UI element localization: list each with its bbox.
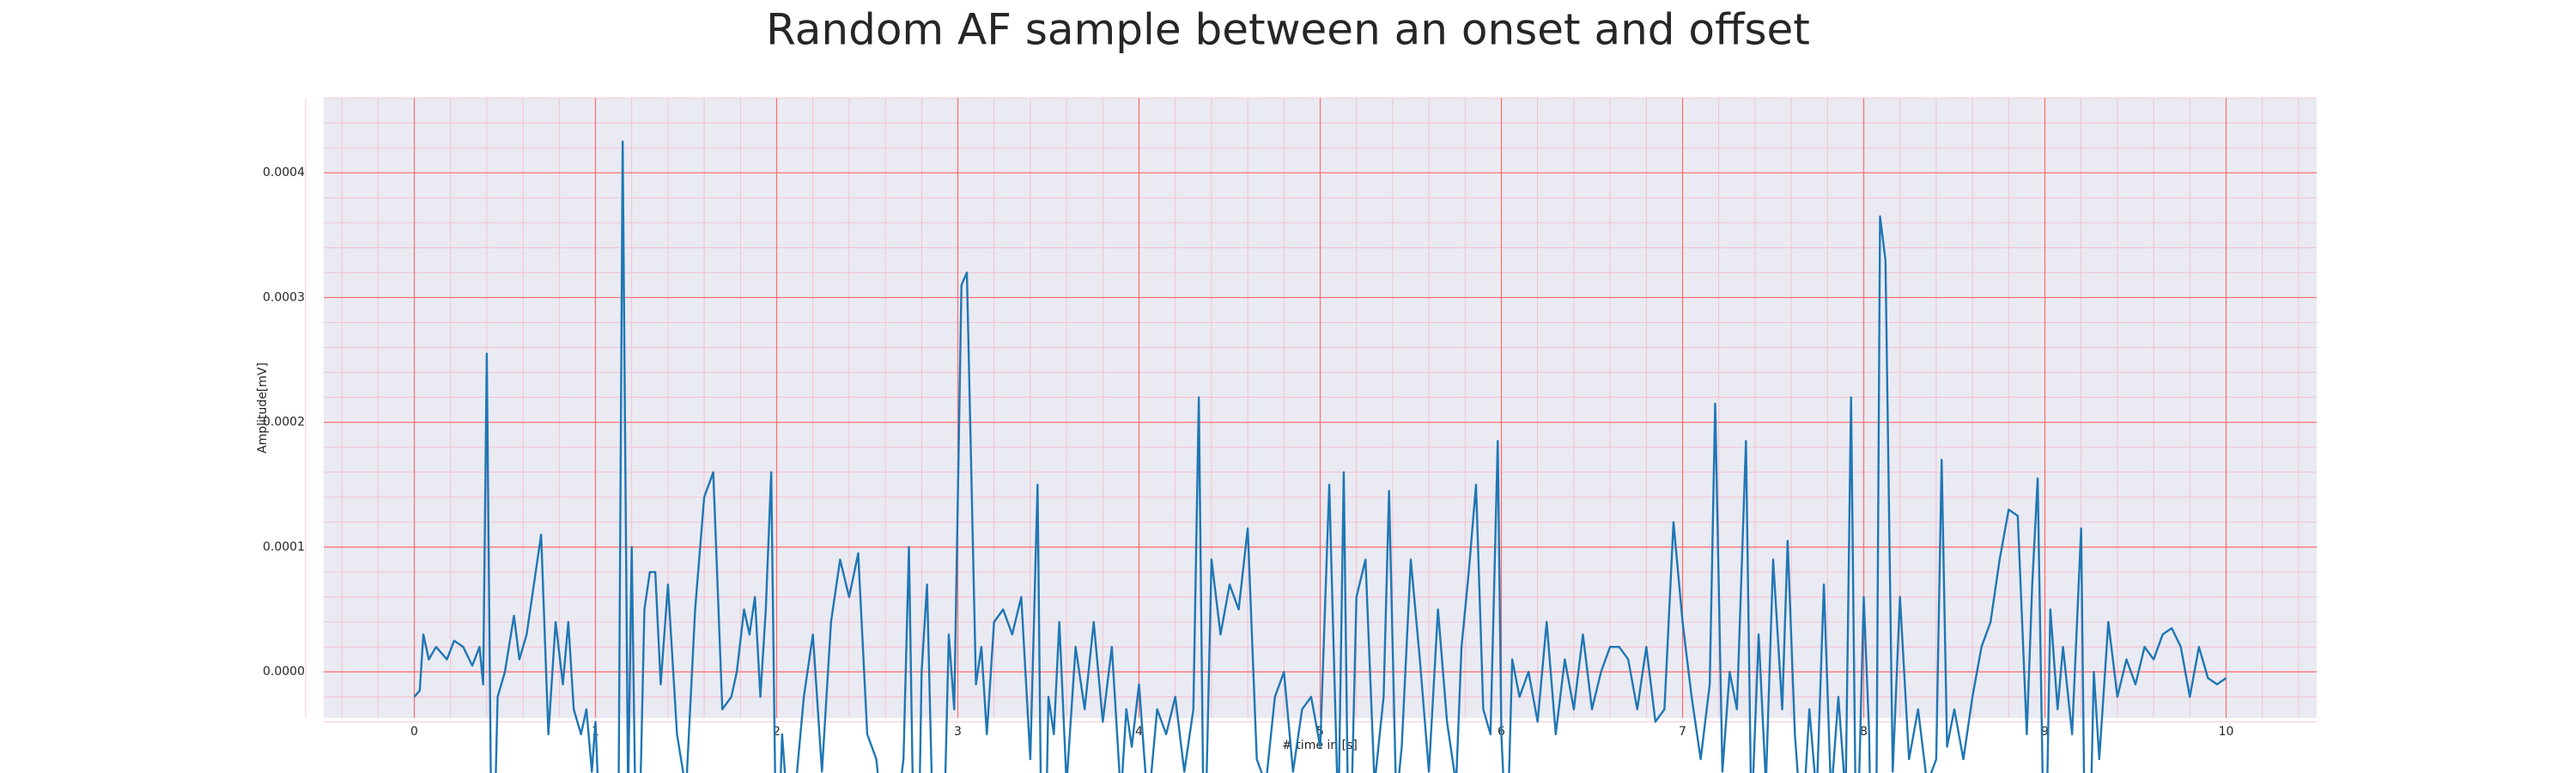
x-tick-label: 10 <box>2219 725 2234 739</box>
x-tick-label: 0 <box>410 725 418 739</box>
y-tick-label: 0.0004 <box>263 166 305 180</box>
x-tick-label: 8 <box>1860 725 1868 739</box>
y-tick-label: 0.0002 <box>263 416 305 429</box>
y-tick-label: 0.0001 <box>263 540 305 554</box>
y-tick-label: 0.0003 <box>263 290 305 304</box>
x-tick-label: 4 <box>1135 725 1143 739</box>
x-tick-label: 3 <box>954 725 962 739</box>
y-axis-label: Amplitude[mV] <box>256 362 270 453</box>
chart-title: Random AF sample between an onset and of… <box>766 5 1810 55</box>
signal-line <box>413 140 2227 773</box>
x-tick-label: 9 <box>2041 725 2049 739</box>
y-tick-label: 0.0000 <box>263 665 305 679</box>
x-tick-label: 7 <box>1679 725 1686 739</box>
x-tick-label: 2 <box>773 725 781 739</box>
